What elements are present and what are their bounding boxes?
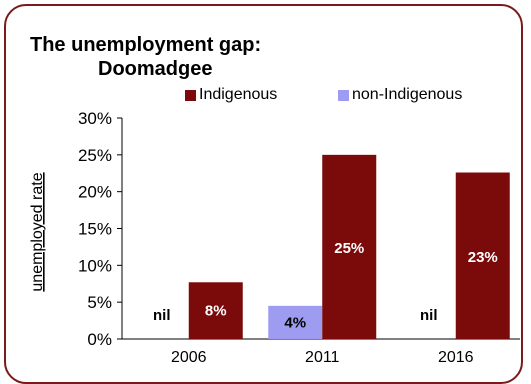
legend-label-indigenous: Indigenous bbox=[199, 86, 278, 103]
data-label: 23% bbox=[468, 249, 498, 266]
x-tick-label: 2006 bbox=[171, 349, 207, 366]
chart-title: The unemployment gap: Doomadgee bbox=[30, 33, 330, 81]
x-tick-label: 2016 bbox=[438, 349, 474, 366]
y-tick-label: 10% bbox=[78, 256, 112, 275]
bar-indigenous-2011 bbox=[322, 154, 377, 339]
bar-non-indigenous-2011 bbox=[268, 305, 323, 339]
data-label: 4% bbox=[284, 314, 306, 331]
y-axis-label: unemployed rate bbox=[29, 172, 46, 291]
data-label: 25% bbox=[334, 240, 364, 257]
legend-item-indigenous: Indigenous bbox=[185, 86, 277, 104]
chart-title-line-1: The unemployment gap: bbox=[30, 34, 262, 56]
y-tick-label: 5% bbox=[87, 293, 112, 312]
chart-bars bbox=[188, 154, 510, 339]
y-tick-label: 0% bbox=[87, 330, 112, 349]
y-tick-label: 30% bbox=[78, 109, 112, 128]
y-tick-label: 20% bbox=[78, 183, 112, 202]
legend-swatch-indigenous bbox=[185, 89, 196, 101]
y-tick-label: 25% bbox=[78, 146, 112, 165]
legend-label-non-indigenous: non-Indigenous bbox=[352, 86, 463, 103]
chart-legend: Indigenous non-Indigenous bbox=[0, 86, 531, 106]
chart-plot: 0%5%10%15%20%25%30%2006 2011 2016 nil 4% nil… bbox=[29, 109, 520, 366]
data-label: nil bbox=[420, 307, 438, 324]
data-label: nil bbox=[153, 307, 171, 324]
legend-item-non-indigenous: non-Indigenous bbox=[338, 86, 462, 104]
x-tick-label: 2011 bbox=[305, 349, 340, 366]
chart-title-line-2: Doomadgee bbox=[98, 58, 213, 80]
legend-swatch-non-indigenous bbox=[338, 89, 349, 101]
y-tick-label: 15% bbox=[78, 220, 112, 239]
data-label: 8% bbox=[205, 303, 227, 320]
chart-data-labels: nil 4% nil 8% 25% 23% bbox=[153, 240, 498, 332]
bar-indigenous-2016 bbox=[455, 172, 510, 339]
bar-indigenous-2006 bbox=[188, 282, 243, 339]
